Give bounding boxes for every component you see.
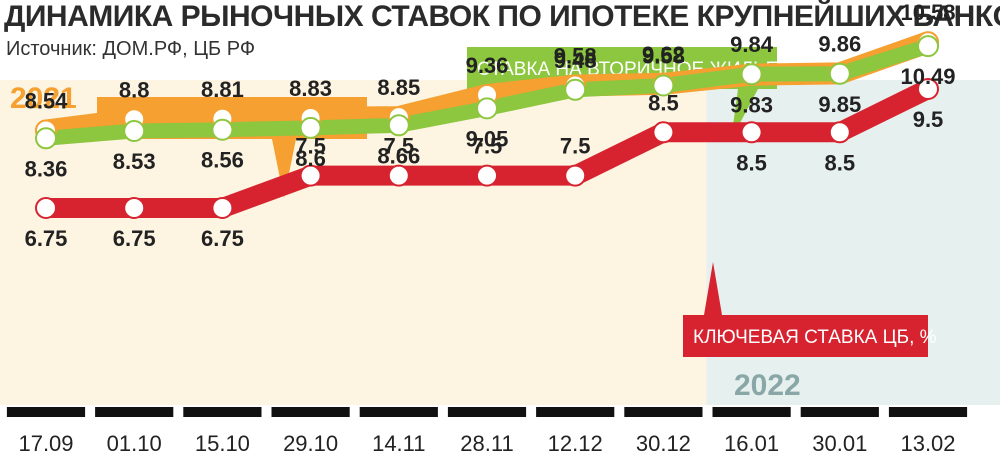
marker-secondary: [828, 62, 851, 85]
marker-key-rate: [299, 164, 322, 187]
marker-secondary: [211, 118, 234, 141]
x-tick-label: 14.11: [372, 431, 425, 456]
value-label-new-build: 9.83: [730, 93, 773, 118]
marker-secondary: [564, 78, 587, 101]
axis-segment: [624, 407, 703, 417]
year-label-2021: 2021: [10, 82, 77, 115]
marker-secondary: [917, 35, 939, 58]
marker-key-rate: [476, 164, 498, 187]
year-label-2022: 2022: [734, 369, 801, 402]
value-label-new-build: 9.58: [554, 44, 597, 69]
value-label-new-build: 9.62: [642, 42, 685, 67]
value-label-key-rate: 7.5: [384, 134, 415, 159]
value-label-key-rate: 7.5: [472, 134, 503, 159]
marker-secondary: [387, 114, 410, 137]
value-label-secondary: 10.49: [900, 64, 955, 89]
value-label-new-build: 8.81: [201, 77, 244, 102]
value-label-secondary: 9.58: [642, 44, 685, 69]
axis-segment: [888, 407, 968, 417]
x-tick-label: 30.12: [636, 431, 691, 456]
x-tick-label: 30.01: [812, 431, 867, 456]
x-tick-label: 15.10: [195, 431, 250, 456]
axis-segment: [800, 407, 879, 417]
value-label-new-build: 8.83: [289, 76, 332, 101]
axis-segment: [95, 407, 174, 417]
value-label-secondary: 9.84: [730, 32, 774, 57]
legend-new-build-pointer: [272, 139, 296, 198]
axis-segment: [447, 407, 527, 417]
marker-key-rate: [652, 121, 675, 144]
axis-segment: [271, 407, 350, 417]
x-tick-label: 01.10: [107, 431, 162, 456]
value-label-key-rate: 7.5: [295, 134, 326, 159]
axis-segment: [536, 407, 615, 417]
axis-segment: [183, 407, 262, 417]
value-label-new-build: 9.86: [818, 31, 861, 56]
value-label-key-rate: 8.5: [736, 150, 767, 175]
value-label-key-rate: 9.5: [913, 107, 944, 132]
x-tick-label: 29.10: [283, 431, 338, 456]
value-label-secondary: 8.53: [113, 149, 156, 174]
axis-segment: [359, 407, 438, 417]
legend-key-rate-pointer: [704, 262, 722, 315]
axis-segment: [6, 407, 86, 417]
value-label-secondary: 8.36: [25, 156, 68, 181]
x-tick-label: 17.09: [18, 431, 73, 456]
axis-segment: [712, 407, 791, 417]
marker-secondary: [123, 120, 146, 142]
value-label-new-build: 8.54: [25, 89, 69, 114]
x-tick-label: 12.12: [548, 431, 603, 456]
marker-secondary: [740, 63, 763, 86]
marker-key-rate: [828, 121, 851, 144]
value-label-key-rate: 8.5: [648, 90, 679, 115]
marker-key-rate: [917, 78, 939, 100]
value-label-key-rate: 6.75: [25, 226, 68, 251]
marker-key-rate: [387, 164, 410, 187]
value-label-secondary: 9.48: [554, 48, 597, 73]
x-tick-label: 16.01: [724, 431, 779, 456]
value-label-secondary: 9.85: [818, 92, 861, 117]
value-label-secondary: 8.6: [295, 146, 326, 171]
x-tick-label: 28.11: [460, 431, 513, 456]
chart-title: ДИНАМИКА РЫНОЧНЫХ СТАВОК ПО ИПОТЕКЕ КРУП…: [4, 0, 1000, 33]
marker-key-rate: [35, 197, 57, 219]
marker-key-rate: [740, 121, 763, 144]
value-label-new-build: 8.85: [377, 75, 420, 100]
legend-key-rate-box: [683, 315, 928, 357]
value-label-new-build: 10.58: [900, 0, 955, 25]
marker-key-rate: [123, 197, 146, 219]
marker-secondary: [35, 127, 57, 150]
marker-secondary: [652, 74, 675, 97]
chart-source: Источник: ДОМ.РФ, ЦБ РФ: [6, 38, 256, 60]
x-tick-label: 13.02: [900, 431, 955, 456]
marker-secondary: [299, 116, 322, 139]
value-label-secondary: 9.05: [466, 126, 509, 151]
legend-key-rate: КЛЮЧЕВАЯ СТАВКА ЦБ, %: [683, 262, 937, 357]
value-label-key-rate: 7.5: [560, 134, 591, 159]
value-label-key-rate: 6.75: [201, 226, 244, 251]
value-label-key-rate: 6.75: [113, 226, 156, 251]
value-label-new-build: 9.36: [466, 53, 509, 78]
value-label-key-rate: 8.5: [825, 150, 856, 175]
marker-secondary: [476, 97, 498, 120]
value-label-new-build: 8.8: [119, 77, 150, 102]
legend-key-rate-label: КЛЮЧЕВАЯ СТАВКА ЦБ, %: [693, 327, 937, 348]
marker-key-rate: [564, 164, 587, 187]
marker-key-rate: [211, 197, 234, 219]
value-label-secondary: 8.56: [201, 148, 244, 173]
value-label-secondary: 8.66: [377, 143, 420, 168]
